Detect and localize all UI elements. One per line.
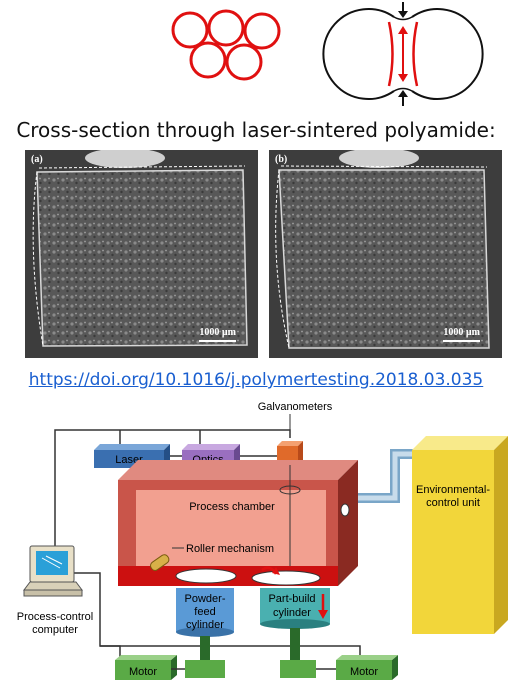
panel-label-a: (a) xyxy=(31,154,43,165)
part-build-piston xyxy=(290,628,300,662)
motor-left xyxy=(115,655,177,680)
environmental-control-unit xyxy=(358,436,508,634)
process-control-label-1: Process-control xyxy=(17,611,93,623)
motor-coupling-left xyxy=(185,660,225,678)
process-control-computer xyxy=(23,545,83,597)
particle-sintering-sketch xyxy=(171,2,484,106)
sem-micrograph-a: (a) 1000 µm xyxy=(25,150,258,358)
powder-feed-label-2: feed xyxy=(194,606,215,618)
galvanometers-label: Galvanometers xyxy=(258,401,333,413)
motor-right xyxy=(336,655,398,680)
part-build-label-2: cylinder xyxy=(273,607,311,619)
doi-link[interactable]: https://doi.org/10.1016/j.polymertesting… xyxy=(28,370,484,390)
sem-texture-b xyxy=(269,150,502,358)
process-control-label-2: computer xyxy=(32,624,78,636)
motor-label-left: Motor xyxy=(129,666,157,678)
motor-coupling-right xyxy=(280,660,316,678)
packed-particles xyxy=(171,9,281,81)
sls-schematic: Galvanometers Laser Optics Process chamb… xyxy=(17,401,508,680)
powder-feed-piston xyxy=(200,636,210,662)
figure-caption: Cross-section through laser-sintered pol… xyxy=(16,118,496,142)
neck-diagram xyxy=(322,2,484,106)
process-chamber-label: Process chamber xyxy=(189,501,275,513)
powder-feed-cylinder xyxy=(176,588,234,637)
environmental-unit-label-2: control unit xyxy=(426,497,480,509)
part-build-cylinder xyxy=(260,588,330,629)
sem-texture-a xyxy=(25,150,258,358)
roller xyxy=(150,554,170,571)
powder-feed-label-3: cylinder xyxy=(186,619,224,631)
environmental-unit-label-1: Environmental- xyxy=(416,484,490,496)
powder-feed-label-1: Powder- xyxy=(185,593,226,605)
part-build-label-1: Part-build xyxy=(268,593,315,605)
scale-label-b: 1000 µm xyxy=(443,327,480,338)
scale-bar-b: 1000 µm xyxy=(443,327,480,342)
roller-mechanism-label: Roller mechanism xyxy=(186,543,274,555)
scale-label-a: 1000 µm xyxy=(199,327,236,338)
motor-label-right: Motor xyxy=(350,666,378,678)
sem-micrograph-b: (b) 1000 µm xyxy=(269,150,502,358)
panel-label-b: (b) xyxy=(275,154,288,165)
scale-bar-a: 1000 µm xyxy=(199,327,236,342)
